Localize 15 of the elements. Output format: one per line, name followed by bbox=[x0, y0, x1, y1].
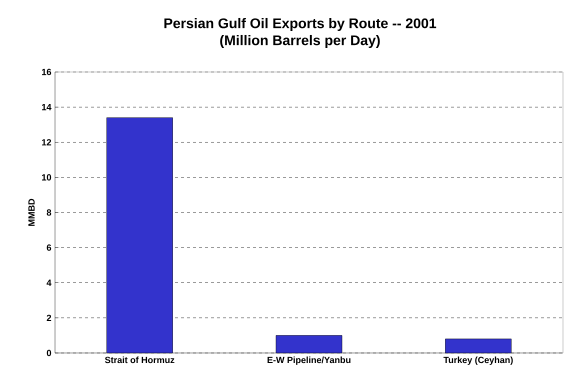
y-tick-label: 10 bbox=[42, 174, 52, 181]
x-tick-label: Strait of Hormuz bbox=[104, 356, 174, 364]
y-tick-label: 14 bbox=[42, 104, 52, 110]
x-tick-label: E-W Pipeline/Yanbu bbox=[268, 356, 350, 365]
y-tick-label: 0 bbox=[46, 350, 52, 356]
x-tick-label: Turkey (Ceyhan) bbox=[444, 356, 513, 365]
y-tick-label: 16 bbox=[42, 68, 52, 76]
chart-title: Persian Gulf Oil Exports by Route -- 2001 bbox=[164, 18, 436, 32]
chart-subtitle: (Million Barrels per Day) bbox=[220, 34, 380, 48]
y-tick-label: 6 bbox=[46, 244, 52, 251]
y-axis-title: MMBD bbox=[28, 198, 35, 226]
y-tick-label: 8 bbox=[46, 209, 52, 216]
y-tick-label: 2 bbox=[46, 314, 52, 322]
y-tick-label: 12 bbox=[42, 139, 52, 146]
y-tick-label: 4 bbox=[46, 280, 52, 286]
